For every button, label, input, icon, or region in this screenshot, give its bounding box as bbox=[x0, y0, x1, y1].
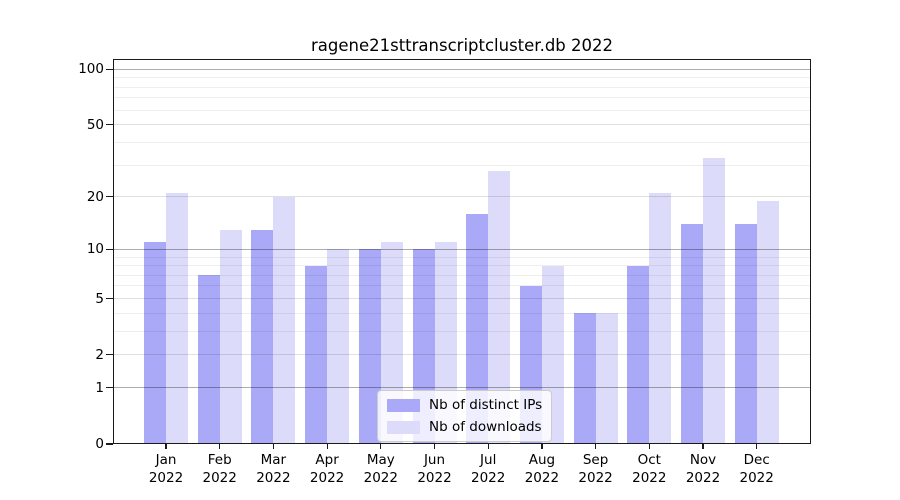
gridline-y-70 bbox=[113, 97, 811, 99]
gridline-y-30 bbox=[113, 164, 811, 166]
bar-downloads-dec bbox=[756, 200, 779, 444]
x-tick-mark-apr bbox=[326, 444, 328, 449]
bar-downloads-jul bbox=[488, 170, 511, 444]
gridline-y-10 bbox=[113, 248, 811, 250]
y-tick-mark-0 bbox=[105, 443, 113, 445]
bar-downloads-feb bbox=[219, 229, 242, 444]
bar-downloads-mar bbox=[273, 196, 296, 444]
bar-distinct-ips-jan bbox=[144, 242, 166, 444]
x-tick-label-jun: Jun 2022 bbox=[417, 452, 452, 486]
x-tick-mark-feb bbox=[219, 444, 221, 449]
gridline-y-7 bbox=[113, 274, 811, 276]
bar-distinct-ips-dec bbox=[734, 224, 757, 444]
y-tick-label-20: 20 bbox=[86, 188, 104, 205]
gridline-y-4 bbox=[113, 312, 811, 314]
gridline-y-90 bbox=[113, 77, 811, 79]
bar-distinct-ips-sep bbox=[573, 313, 596, 444]
x-tick-mark-dec bbox=[756, 444, 758, 449]
bar-downloads-sep bbox=[595, 313, 618, 444]
gridline-y-60 bbox=[113, 109, 811, 111]
axis-spine-right bbox=[809, 59, 811, 444]
x-tick-label-jul: Jul 2022 bbox=[471, 452, 506, 486]
x-tick-mark-may bbox=[380, 444, 382, 449]
gridline-y-3 bbox=[113, 330, 811, 332]
y-tick-mark-1 bbox=[105, 387, 113, 389]
x-tick-mark-oct bbox=[648, 444, 650, 449]
bar-downloads-jan bbox=[166, 193, 188, 444]
legend-label-distinct-ips: Nb of distinct IPs bbox=[429, 397, 543, 413]
x-tick-mark-jan bbox=[165, 444, 167, 449]
bar-distinct-ips-may bbox=[358, 249, 381, 444]
legend-entry-downloads: Nb of downloads bbox=[387, 419, 542, 435]
x-tick-mark-sep bbox=[595, 444, 597, 449]
gridline-y-6 bbox=[113, 285, 811, 287]
x-tick-label-oct: Oct 2022 bbox=[632, 452, 667, 486]
x-tick-mark-jul bbox=[487, 444, 489, 449]
legend-swatch-downloads bbox=[387, 420, 420, 434]
y-tick-mark-50 bbox=[105, 124, 113, 126]
y-tick-label-5: 5 bbox=[95, 290, 104, 307]
axis-spine-bottom bbox=[113, 442, 811, 444]
chart-title: ragene21sttranscriptcluster.db 2022 bbox=[310, 36, 614, 55]
gridline-y-2 bbox=[113, 354, 811, 356]
gridline-y-100 bbox=[113, 68, 811, 70]
bar-distinct-ips-feb bbox=[197, 275, 220, 444]
x-tick-mark-nov bbox=[702, 444, 704, 449]
x-tick-label-dec: Dec 2022 bbox=[739, 452, 774, 486]
gridline-y-40 bbox=[113, 141, 811, 143]
x-tick-label-feb: Feb 2022 bbox=[202, 452, 237, 486]
bar-distinct-ips-oct bbox=[627, 265, 650, 444]
bar-downloads-nov bbox=[703, 157, 725, 444]
gridline-y-1 bbox=[113, 387, 811, 389]
x-tick-mark-jun bbox=[433, 444, 436, 449]
legend: Nb of distinct IPs Nb of downloads bbox=[377, 390, 553, 442]
x-tick-mark-mar bbox=[272, 444, 275, 449]
x-tick-label-jan: Jan 2022 bbox=[148, 452, 184, 486]
legend-swatch-distinct-ips bbox=[387, 398, 420, 412]
y-tick-label-1: 1 bbox=[95, 379, 104, 396]
plot-area: Nb of distinct IPs Nb of downloads bbox=[113, 59, 811, 444]
y-tick-label-50: 50 bbox=[86, 116, 104, 133]
y-tick-label-100: 100 bbox=[78, 61, 104, 78]
bar-distinct-ips-jul bbox=[466, 213, 489, 444]
y-tick-mark-5 bbox=[105, 297, 113, 300]
bar-distinct-ips-nov bbox=[681, 224, 703, 444]
y-tick-mark-2 bbox=[105, 354, 113, 356]
gridline-y-50 bbox=[113, 124, 811, 126]
bar-distinct-ips-mar bbox=[251, 229, 274, 444]
legend-entry-distinct-ips: Nb of distinct IPs bbox=[387, 397, 542, 413]
axis-spine-top bbox=[113, 59, 811, 61]
legend-label-downloads: Nb of downloads bbox=[429, 419, 542, 435]
bar-downloads-apr bbox=[327, 249, 350, 444]
x-tick-label-mar: Mar 2022 bbox=[256, 452, 291, 486]
x-tick-label-sep: Sep 2022 bbox=[578, 452, 613, 486]
gridline-y-8 bbox=[113, 265, 811, 267]
bar-downloads-oct bbox=[649, 193, 672, 444]
bar-distinct-ips-apr bbox=[305, 265, 328, 444]
gridline-y-20 bbox=[113, 196, 811, 198]
axis-spine-left bbox=[113, 59, 115, 444]
x-tick-label-apr: Apr 2022 bbox=[309, 452, 345, 486]
x-tick-mark-aug bbox=[541, 444, 543, 449]
y-tick-mark-20 bbox=[105, 196, 113, 198]
gridline-y-80 bbox=[113, 86, 811, 88]
gridline-y-9 bbox=[113, 256, 811, 258]
y-tick-label-10: 10 bbox=[86, 241, 104, 258]
y-tick-mark-10 bbox=[105, 248, 113, 250]
y-tick-label-0: 0 bbox=[95, 436, 104, 452]
x-tick-label-nov: Nov 2022 bbox=[685, 452, 721, 486]
y-tick-mark-100 bbox=[105, 68, 113, 70]
x-tick-label-may: May 2022 bbox=[363, 452, 398, 486]
gridline-y-5 bbox=[113, 298, 811, 299]
y-tick-label-2: 2 bbox=[95, 346, 104, 363]
x-tick-label-aug: Aug 2022 bbox=[524, 452, 560, 486]
